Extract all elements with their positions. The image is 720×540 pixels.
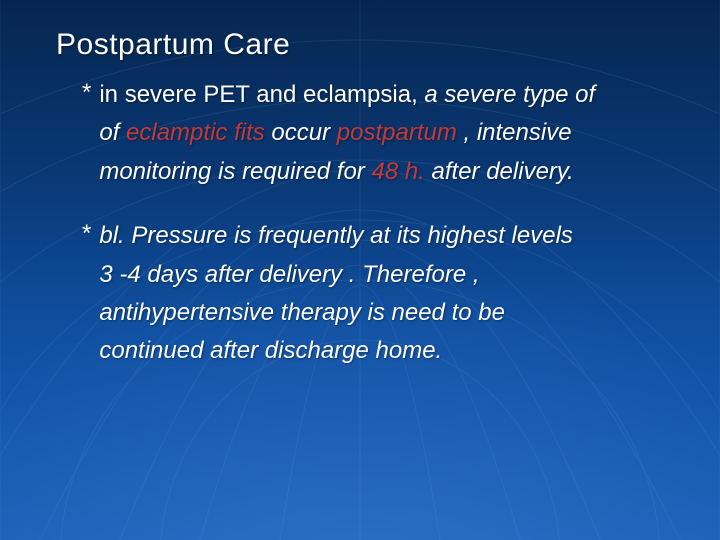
- bullet-2: * bl. Pressure is frequently at its high…: [82, 217, 672, 371]
- text-run: after delivery.: [432, 158, 574, 185]
- text-run: monitoring is required for: [99, 158, 371, 185]
- slide: Postpartum Care * in severe PET and ecla…: [0, 0, 720, 540]
- text-run: , intensive: [464, 119, 572, 146]
- bullet-marker: *: [82, 217, 91, 252]
- text-run: in severe PET and eclampsia,: [99, 81, 424, 108]
- text-run: of: [99, 119, 126, 146]
- bullet-1: * in severe PET and eclampsia, a severe …: [82, 76, 672, 191]
- text-run: a severe type of: [424, 81, 595, 108]
- bullet-2-text: bl. Pressure is frequently at its highes…: [99, 217, 672, 371]
- slide-title: Postpartum Care: [56, 28, 672, 62]
- text-run: antihypertensive therapy is need to be: [99, 299, 505, 326]
- text-run: 3 -4 days after delivery . Therefore ,: [99, 261, 479, 288]
- text-highlight: eclamptic fits: [126, 119, 271, 146]
- text-run: occur: [271, 119, 336, 146]
- bullet-marker: *: [82, 76, 91, 111]
- text-highlight: postpartum: [337, 119, 464, 146]
- text-run: continued after discharge home.: [99, 337, 442, 364]
- bullet-1-text: in severe PET and eclampsia, a severe ty…: [99, 76, 672, 191]
- text-highlight: 48 h.: [371, 158, 431, 185]
- content-area: Postpartum Care * in severe PET and ecla…: [0, 0, 720, 371]
- text-run: bl. Pressure is frequently at its highes…: [99, 222, 573, 249]
